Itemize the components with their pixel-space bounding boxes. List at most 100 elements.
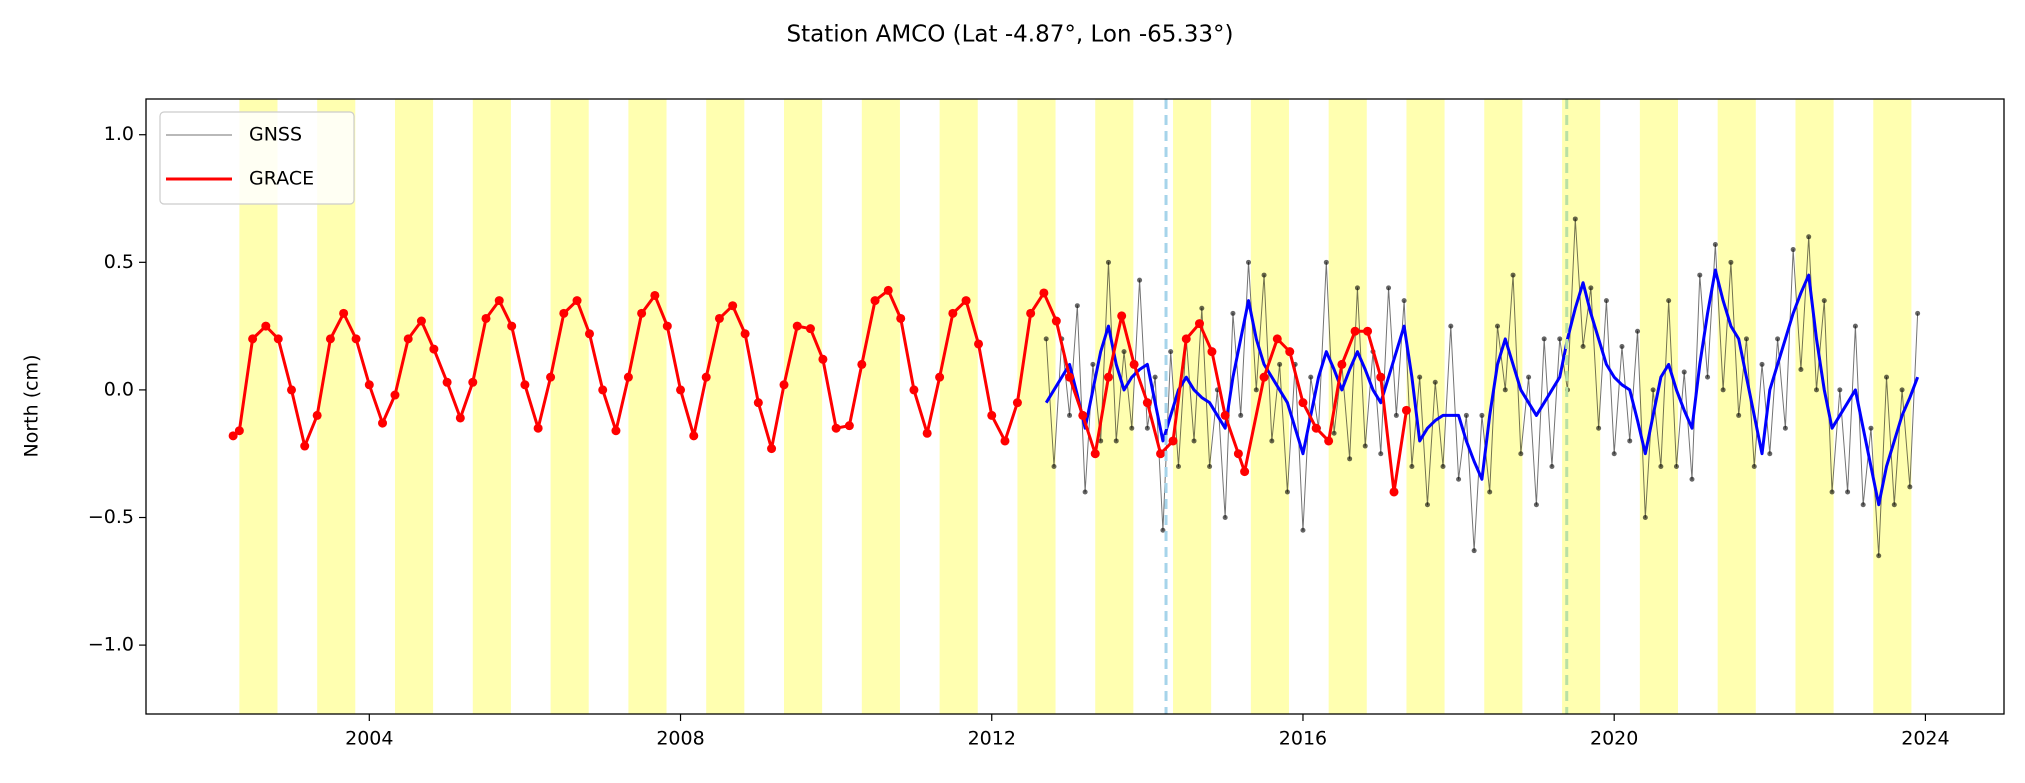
- gnss-point: [1650, 387, 1656, 393]
- gnss-point: [1829, 489, 1835, 495]
- grace-point: [935, 372, 945, 382]
- grace-point: [351, 334, 361, 344]
- y-tick-label: 0.0: [104, 378, 134, 400]
- grace-point: [1000, 436, 1010, 446]
- shaded-span: [1639, 99, 1678, 714]
- gnss-point: [1720, 387, 1726, 393]
- gnss-point: [1261, 272, 1267, 278]
- gnss-point: [1354, 285, 1360, 291]
- grace-point: [767, 444, 777, 454]
- gnss-point: [1743, 336, 1749, 342]
- gnss-point: [1160, 527, 1166, 533]
- grace-point: [805, 324, 815, 334]
- grace-point: [228, 431, 238, 441]
- grace-line: [232, 288, 1408, 494]
- gnss-point: [1782, 425, 1788, 431]
- gnss-point: [1681, 369, 1687, 375]
- gnss-point: [1899, 387, 1905, 393]
- gnss-point: [1891, 502, 1897, 508]
- gnss-point: [1067, 412, 1073, 418]
- gnss-point: [1884, 374, 1890, 380]
- gnss-point: [1728, 259, 1734, 265]
- grace-point: [831, 423, 841, 433]
- shaded-span: [939, 99, 978, 714]
- grace-point: [1272, 334, 1282, 344]
- grace-point: [1194, 319, 1204, 329]
- grace-point: [1259, 372, 1269, 382]
- gnss-point: [1144, 425, 1150, 431]
- gnss-point: [1105, 259, 1111, 265]
- grace-point: [1285, 347, 1295, 357]
- gnss-point: [1767, 451, 1773, 457]
- grace-point: [261, 321, 271, 331]
- gnss-point: [1627, 438, 1633, 444]
- gnss-point: [1129, 425, 1135, 431]
- gnss-point: [1619, 344, 1625, 350]
- grace-point: [637, 308, 647, 318]
- shaded-span: [706, 99, 745, 714]
- grace-point: [818, 354, 828, 364]
- gnss-point: [1852, 323, 1858, 329]
- grace-point: [714, 313, 724, 323]
- gnss-point: [1588, 285, 1594, 291]
- x-tick-label: 2020: [1590, 728, 1638, 750]
- grace-point: [1078, 410, 1088, 420]
- shaded-span: [784, 99, 823, 714]
- gnss-point: [1448, 323, 1454, 329]
- gnss-point: [1300, 527, 1306, 533]
- grace-point: [300, 441, 310, 451]
- shaded-span: [472, 99, 511, 714]
- gnss-point: [1821, 298, 1827, 304]
- gnss-point: [1323, 259, 1329, 265]
- grace-point: [870, 296, 880, 306]
- grace-point: [857, 359, 867, 369]
- gnss-point: [1440, 463, 1446, 469]
- grace-point: [1168, 436, 1178, 446]
- gnss-point: [1518, 451, 1524, 457]
- gnss-point: [1806, 234, 1812, 240]
- grace-point: [1051, 316, 1061, 326]
- gnss-point: [1549, 463, 1555, 469]
- legend-label: GNSS: [249, 124, 302, 146]
- grace-point: [1207, 347, 1217, 357]
- axes-frame: [145, 98, 2005, 715]
- grace-point: [611, 426, 621, 436]
- gnss-point: [1510, 272, 1516, 278]
- gnss-point: [1487, 489, 1493, 495]
- x-tick-label: 2008: [656, 728, 704, 750]
- gnss-point: [1502, 387, 1508, 393]
- gnss-point: [1090, 361, 1096, 367]
- gnss-point: [1386, 285, 1392, 291]
- grace-point: [1324, 436, 1334, 446]
- gnss-point: [1246, 259, 1252, 265]
- gnss-point: [1642, 515, 1648, 521]
- gnss-point: [1751, 463, 1757, 469]
- chart-title: Station AMCO (Lat -4.87°, Lon -65.33°): [787, 22, 1234, 48]
- grace-point: [974, 339, 984, 349]
- grace-point: [507, 321, 517, 331]
- shaded-span: [550, 99, 589, 714]
- shaded-span: [1717, 99, 1756, 714]
- grace-point: [1233, 449, 1243, 459]
- gnss-point: [1456, 476, 1462, 482]
- gnss-point: [1082, 489, 1088, 495]
- gnss-point: [1775, 336, 1781, 342]
- grace-point: [1311, 423, 1321, 433]
- gnss-point: [1401, 298, 1407, 304]
- grace-point: [1181, 334, 1191, 344]
- grace-point: [1117, 311, 1127, 321]
- grace-point: [1026, 308, 1036, 318]
- grace-point: [1156, 449, 1166, 459]
- grace-point: [429, 344, 439, 354]
- gnss-point: [1191, 438, 1197, 444]
- grace-point: [416, 316, 426, 326]
- grace-point: [339, 308, 349, 318]
- y-axis-label: North (cm): [21, 355, 43, 458]
- gnss-point: [1362, 443, 1368, 449]
- grace-point: [546, 372, 556, 382]
- grace-point: [455, 413, 465, 423]
- gnss-point: [1580, 344, 1586, 350]
- grace-point: [701, 372, 711, 382]
- gnss-point: [1175, 463, 1181, 469]
